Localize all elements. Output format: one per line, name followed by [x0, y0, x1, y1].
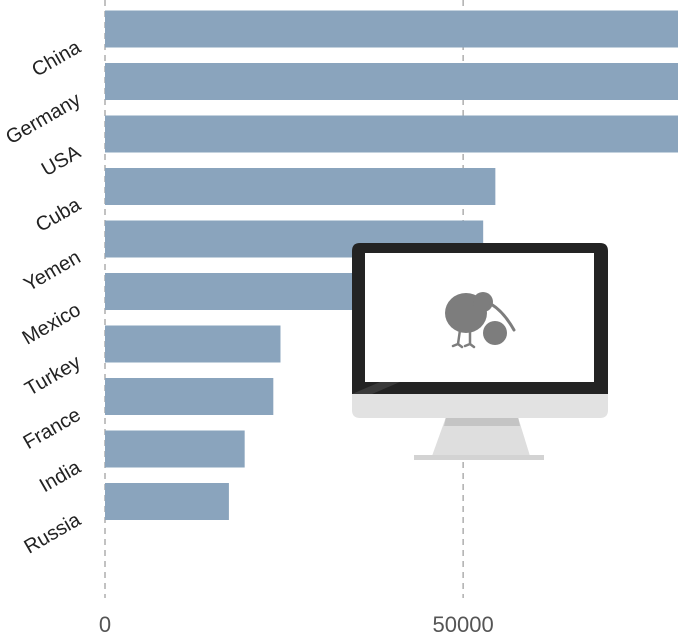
- x-tick-label: 0: [99, 612, 111, 637]
- category-label-turkey: Turkey: [21, 351, 84, 400]
- bar-usa[interactable]: [105, 115, 678, 153]
- monitor-base-icon: [414, 455, 544, 460]
- bar-mexico[interactable]: [105, 273, 363, 310]
- bar-russia[interactable]: [105, 483, 229, 520]
- monitor-stand-icon: [432, 417, 530, 456]
- category-label-yemen: Yemen: [20, 246, 84, 296]
- category-label-germany: Germany: [2, 89, 84, 149]
- x-axis-tick-labels: 0 50000: [99, 612, 494, 637]
- monitor-chin-icon: [352, 394, 608, 418]
- category-label-usa: USA: [38, 141, 85, 181]
- category-label-france: France: [20, 404, 85, 454]
- bar-india[interactable]: [105, 430, 245, 468]
- bars-layer: [105, 10, 678, 520]
- monitor-stand-shadow-icon: [444, 417, 520, 426]
- category-label-china: China: [28, 36, 85, 82]
- bar-germany[interactable]: [105, 63, 678, 100]
- bar-china[interactable]: [105, 10, 678, 48]
- kiwi-bird-icon: [445, 292, 516, 349]
- monitor-glare-icon: [352, 382, 400, 394]
- category-label-india: India: [36, 456, 85, 497]
- x-tick-label: 50000: [433, 612, 494, 637]
- bar-turkey[interactable]: [105, 325, 281, 363]
- category-label-mexico: Mexico: [19, 299, 85, 350]
- category-label-cuba: Cuba: [32, 193, 85, 236]
- bar-france[interactable]: [105, 378, 274, 415]
- category-label-russia: Russia: [21, 508, 86, 558]
- monitor-with-kiwi-bird-icon: [352, 243, 608, 460]
- bar-cuba[interactable]: [105, 168, 496, 205]
